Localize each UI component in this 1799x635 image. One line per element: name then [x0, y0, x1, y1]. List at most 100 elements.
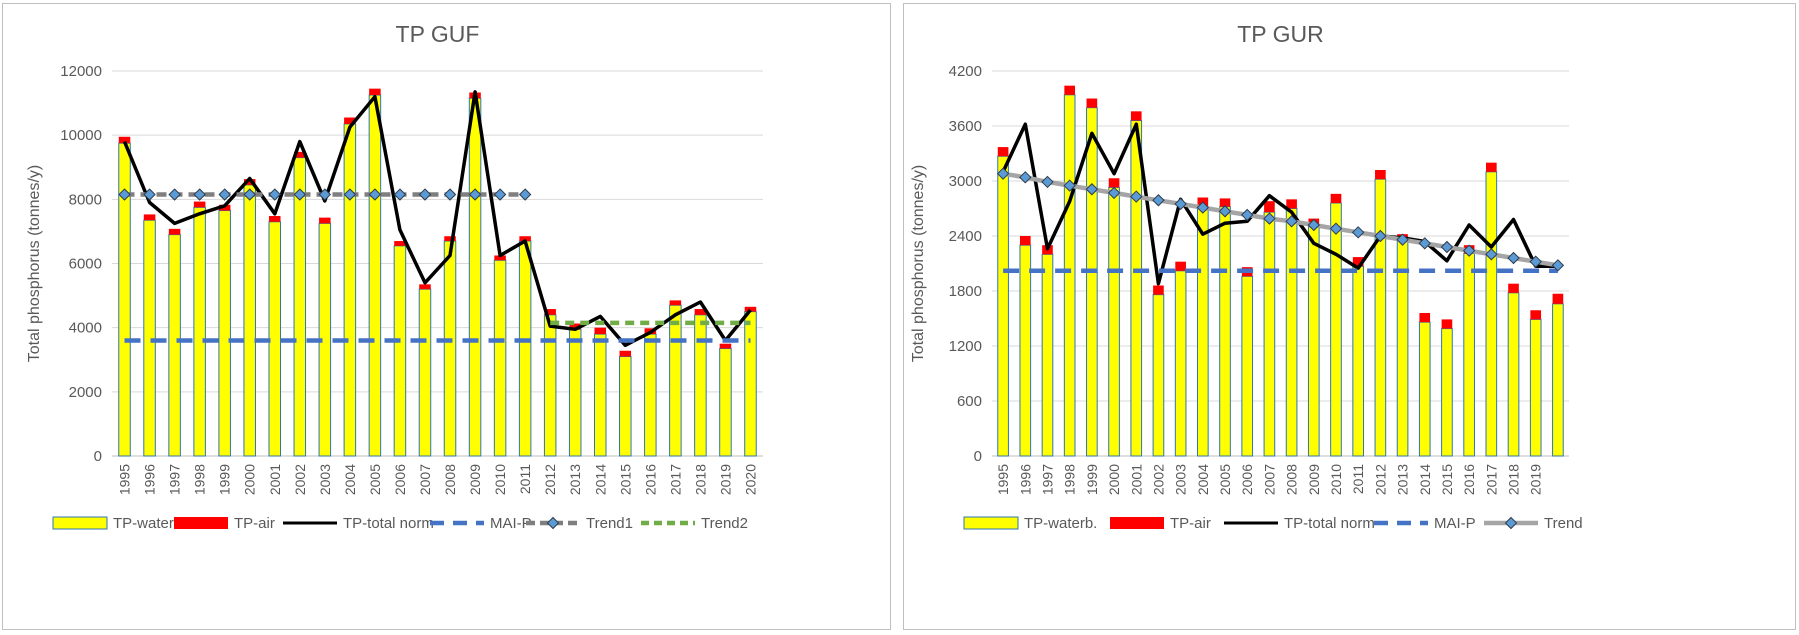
legend-label-tp-air: TP-air — [1170, 515, 1211, 532]
legend-label-tp-total-norm: TP-total norm — [1284, 515, 1375, 532]
x-tick-label: 2011 — [1350, 464, 1366, 494]
series-marker-trend — [1374, 229, 1387, 243]
bar-tp-waterb — [644, 333, 657, 457]
series-marker-trend1 — [293, 188, 306, 201]
bar-tp-waterb — [543, 314, 557, 457]
x-tick-label: 2010 — [1328, 464, 1344, 495]
bar-tp-air — [1219, 198, 1231, 207]
series-marker-trend — [1351, 226, 1365, 239]
bar-tp-air — [218, 204, 231, 211]
bar-tp-air — [118, 136, 131, 144]
bar-tp-air — [168, 228, 181, 235]
bar-tp-air — [694, 309, 707, 315]
series-marker-trend1 — [243, 188, 256, 201]
series-marker-trend1 — [268, 188, 281, 201]
x-tick-label: 2019 — [1528, 464, 1544, 495]
legend-marker-trend1 — [546, 516, 560, 530]
legend-key-tp-air — [1110, 517, 1164, 529]
series-marker-trend — [1551, 259, 1565, 272]
bar-tp-air — [569, 323, 581, 330]
series-marker-trend — [1218, 205, 1232, 218]
bar-tp-waterb — [443, 240, 457, 457]
x-tick-label: 2020 — [742, 464, 758, 495]
x-tick-label: 2007 — [1261, 464, 1277, 495]
bar-tp-air — [444, 236, 456, 242]
bar-tp-air — [1264, 201, 1275, 213]
y-tick-label: 4000 — [69, 320, 102, 337]
x-tick-label: 1996 — [1017, 464, 1033, 495]
legend-key-tp-waterb — [52, 516, 108, 530]
series-marker-trend — [1063, 179, 1076, 192]
x-tick-label: 1996 — [142, 464, 158, 495]
y-axis-label: Total phosphorus (tonnes/y) — [910, 165, 927, 362]
bar-tp-waterb — [1019, 244, 1032, 457]
bar-tp-waterb — [343, 123, 357, 457]
x-tick-label: 2004 — [1195, 464, 1211, 495]
bar-tp-waterb — [368, 94, 382, 457]
bar-tp-air — [1286, 199, 1297, 209]
x-tick-label: 2002 — [1150, 464, 1166, 495]
x-tick-label: 2001 — [267, 464, 283, 495]
series-marker-trend — [1152, 194, 1165, 207]
x-tick-label: 2003 — [1173, 464, 1189, 495]
chart-guf: TP GUF Total phosphorus (tonnes/y) 0 2000 40… — [26, 21, 763, 532]
x-tick-label: 2018 — [692, 464, 708, 495]
bar-tp-air — [669, 300, 682, 306]
bar-tp-waterb — [1174, 270, 1187, 457]
legend-key-tp-air — [174, 517, 228, 529]
series-marker-trend1 — [343, 188, 357, 201]
series-marker-trend — [1041, 175, 1054, 189]
bar-tp-waterb — [268, 221, 282, 457]
x-tick-label: 1997 — [1039, 464, 1055, 495]
bar-tp-air — [1175, 261, 1186, 271]
chart-gur: TP GUR Total phosphorus (tonnes/y) 0 600 120… — [910, 21, 1583, 532]
bar-tp-air — [1530, 310, 1542, 320]
bar-tp-air — [143, 214, 156, 221]
bar-tp-waterb — [568, 328, 582, 457]
x-tick-label: 2009 — [467, 464, 483, 495]
series-marker-trend — [1440, 240, 1454, 254]
x-tick-label: 1999 — [217, 464, 233, 495]
x-tick-label: 2018 — [1506, 464, 1522, 495]
bar-tp-air — [1352, 257, 1364, 267]
bar-tp-waterb — [1108, 186, 1120, 457]
bar-tp-air — [268, 216, 281, 222]
y-tick-label: 1200 — [949, 338, 982, 355]
x-tick-label: 2007 — [417, 464, 433, 495]
series-marker-trend1 — [168, 188, 181, 201]
bar-tp-waterb — [1219, 206, 1231, 457]
x-tick-label: 2015 — [617, 464, 633, 495]
legend-label-tp-total-norm: TP-total norm — [343, 515, 434, 532]
x-tick-label: 2015 — [1439, 464, 1455, 495]
x-tick-label: 2000 — [242, 464, 258, 495]
series-marker-trend — [1196, 201, 1210, 214]
bar-tp-air — [1441, 319, 1453, 329]
series-marker-trend — [1462, 244, 1476, 257]
series-marker-trend1 — [193, 188, 206, 201]
bar-tp-waterb — [593, 333, 607, 457]
bar-tp-waterb — [1374, 178, 1387, 457]
series-marker-trend1 — [468, 188, 482, 201]
bar-tp-waterb — [1285, 208, 1298, 457]
bar-tp-waterb — [1241, 275, 1254, 457]
series-marker-trend — [1485, 248, 1498, 261]
bar-tp-waterb — [1330, 202, 1342, 457]
x-tick-label: 2013 — [567, 464, 583, 495]
series-line-tp-total-norm — [122, 90, 752, 348]
series-marker-trend1 — [418, 188, 432, 201]
series-marker-trend — [1019, 171, 1032, 184]
bar-tp-waterb — [1529, 318, 1542, 457]
series-marker-trend — [1529, 255, 1542, 268]
x-tick-label: 2019 — [717, 464, 733, 495]
series-marker-trend — [1174, 197, 1187, 211]
bar-tp-waterb — [669, 304, 682, 457]
bar-tp-waterb — [1041, 253, 1054, 457]
bar-tp-air — [1419, 313, 1431, 323]
chart-title: TP GUR — [1237, 21, 1323, 47]
legend-label-tp-air: TP-air — [234, 515, 275, 532]
series-marker-trend — [1130, 190, 1143, 203]
y-tick-label: 6000 — [69, 256, 102, 273]
legend-marker-trend — [1504, 516, 1518, 530]
x-tick-label: 2009 — [1306, 464, 1322, 495]
chart-panel-guf: TP GUF Total phosphorus (tonnes/y) 0 2000 40… — [2, 3, 891, 630]
